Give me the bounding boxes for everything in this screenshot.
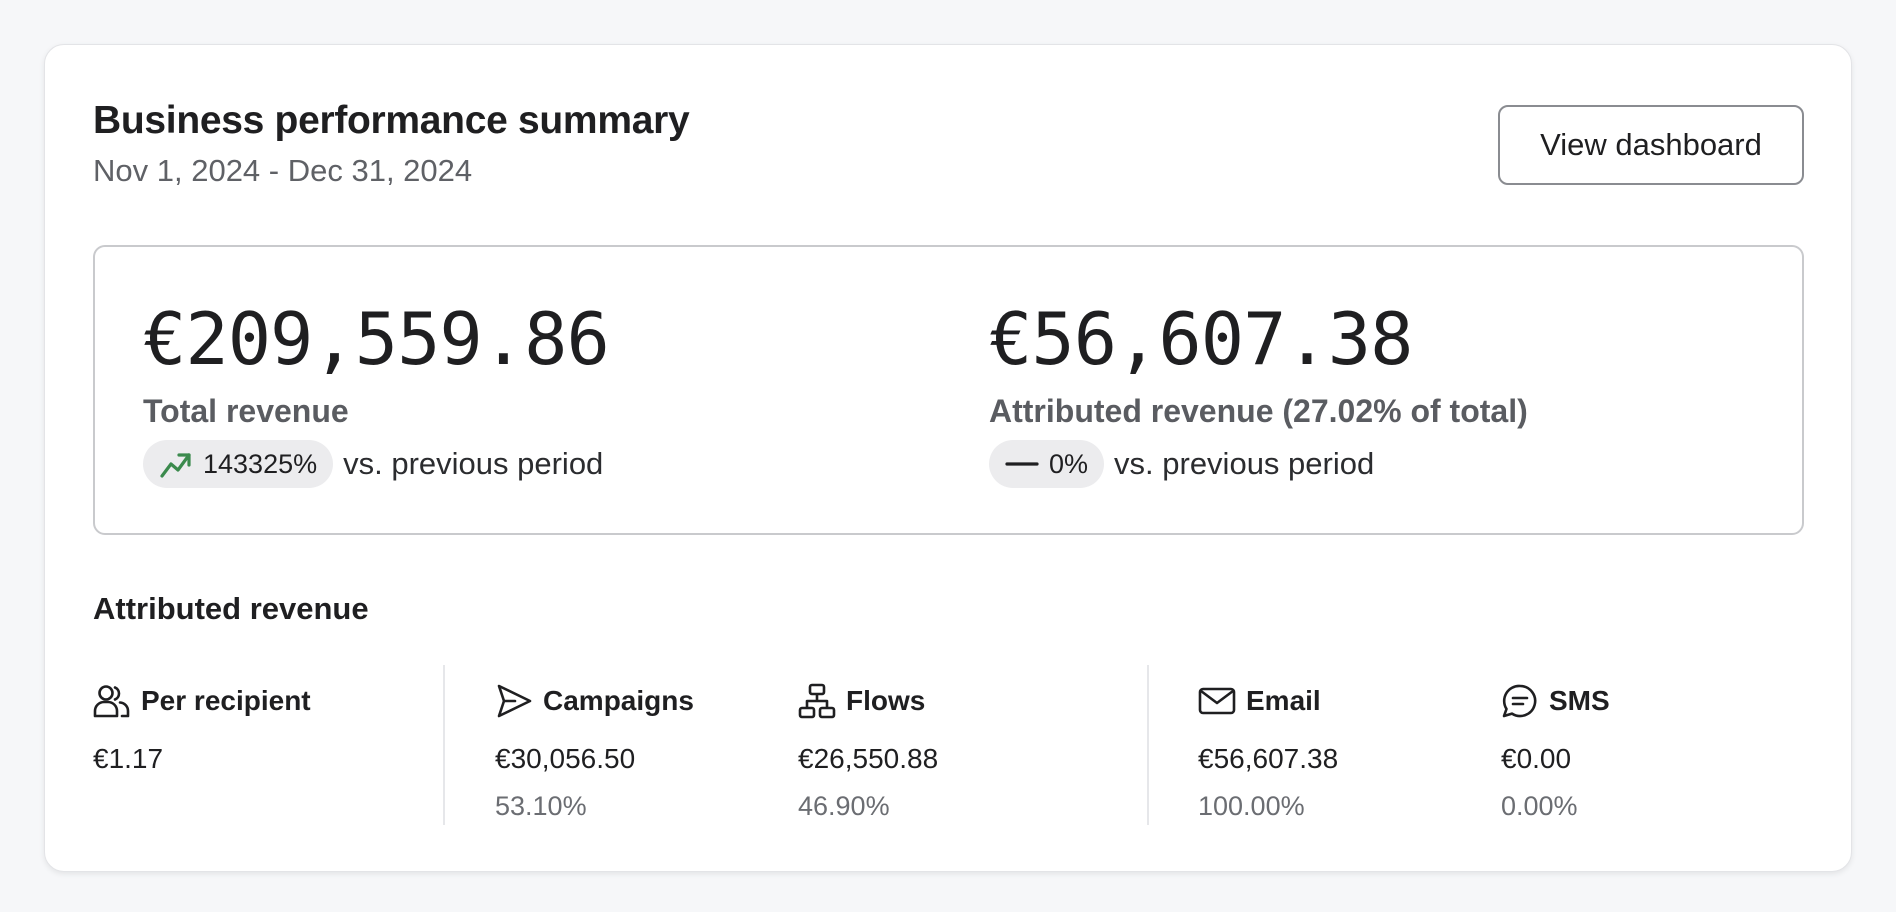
- stat-percent: 100.00%: [1198, 791, 1305, 821]
- view-dashboard-button[interactable]: View dashboard: [1498, 105, 1804, 185]
- kpi-box: €209,559.86 Total revenue 143325% vs. pr…: [93, 245, 1804, 535]
- attributed-revenue-heading: Attributed revenue: [93, 591, 369, 626]
- change-pill: 143325%: [143, 440, 334, 488]
- stat-label: Email: [1246, 685, 1321, 716]
- stat-percent: 53.10%: [495, 791, 587, 821]
- stat-label: Flows: [846, 685, 926, 716]
- stat-campaigns: Campaigns €30,056.50 53.10%: [495, 681, 694, 821]
- card-title: Business performance summary: [93, 99, 690, 142]
- kpi-total-revenue: €209,559.86 Total revenue 143325% vs. pr…: [143, 297, 610, 488]
- change-pill: 0%: [989, 440, 1105, 488]
- stat-flows: Flows €26,550.88 46.90%: [798, 681, 938, 821]
- mail-icon: [1198, 683, 1236, 719]
- stat-label: SMS: [1549, 685, 1610, 716]
- change-value: 143325%: [203, 448, 318, 479]
- stat-label: Per recipient: [141, 685, 311, 716]
- stat-sms: SMS €0.00 0.00%: [1501, 681, 1610, 821]
- total-revenue-label: Total revenue: [143, 393, 349, 429]
- date-range: Nov 1, 2024 - Dec 31, 2024: [93, 153, 473, 188]
- stat-per-recipient: Per recipient €1.17: [93, 681, 311, 774]
- vs-previous-text: vs. previous period: [1114, 446, 1375, 481]
- performance-summary-card: Business performance summary Nov 1, 2024…: [44, 44, 1852, 872]
- stat-label: Campaigns: [543, 685, 694, 716]
- send-icon: [495, 683, 533, 719]
- attributed-revenue-change: 0% vs. previous period: [989, 440, 1528, 488]
- attributed-revenue-label: Attributed revenue (27.02% of total): [989, 393, 1528, 429]
- stat-value: €26,550.88: [798, 743, 939, 774]
- stat-value: €30,056.50: [495, 743, 636, 774]
- stat-email: Email €56,607.38 100.00%: [1198, 681, 1338, 821]
- flow-icon: [798, 683, 836, 719]
- stat-value: €0.00: [1501, 743, 1572, 774]
- kpi-attributed-revenue: €56,607.38 Attributed revenue (27.02% of…: [989, 297, 1528, 488]
- total-revenue-value: €209,559.86: [143, 297, 610, 381]
- vs-previous-text: vs. previous period: [343, 446, 604, 481]
- dash-icon: [1005, 449, 1039, 479]
- divider: [443, 665, 445, 825]
- change-value: 0%: [1049, 448, 1089, 479]
- attributed-revenue-value: €56,607.38: [989, 297, 1413, 381]
- trending-up-icon: [159, 449, 193, 479]
- stat-value: €1.17: [93, 743, 164, 774]
- people-icon: [93, 683, 131, 719]
- stat-percent: 0.00%: [1501, 791, 1578, 821]
- stat-value: €56,607.38: [1198, 743, 1339, 774]
- total-revenue-change: 143325% vs. previous period: [143, 440, 609, 488]
- divider: [1147, 665, 1149, 825]
- stat-percent: 46.90%: [798, 791, 890, 821]
- chat-icon: [1501, 683, 1539, 719]
